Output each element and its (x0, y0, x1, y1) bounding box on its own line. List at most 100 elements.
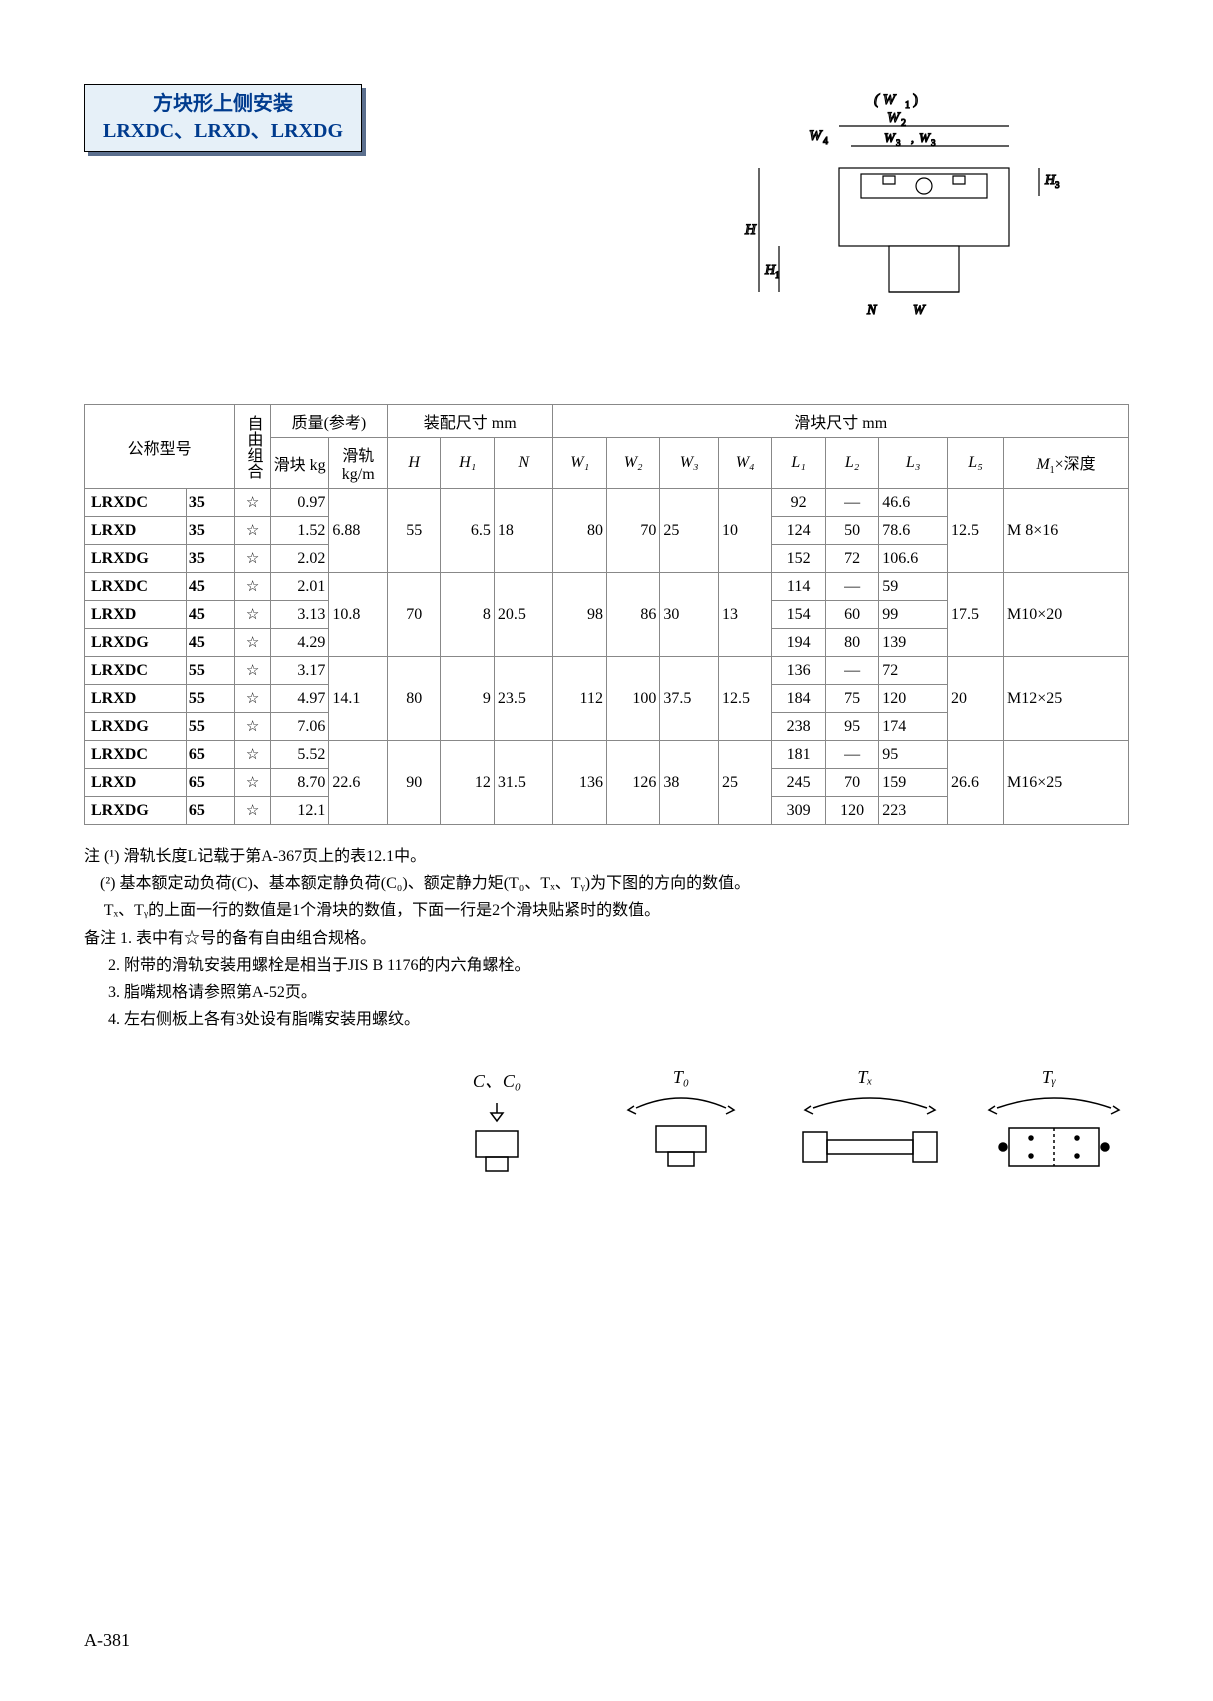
cell-L3: 72 (879, 657, 948, 685)
cell-block: 4.97 (270, 685, 329, 713)
cell-rail: 6.88 (329, 489, 388, 573)
svg-text:( W: ( W (874, 92, 897, 108)
cell-L1: 136 (772, 657, 825, 685)
cell-H1: 12 (441, 741, 494, 825)
cell-L1: 194 (772, 629, 825, 657)
ty-icon (979, 1092, 1129, 1172)
note-line: 2. 附带的滑轨安装用螺栓是相当于JIS B 1176的内六角螺栓。 (84, 952, 1129, 979)
cell-star: ☆ (235, 573, 271, 601)
cell-W3: 38 (660, 741, 719, 825)
cell-L2: 80 (825, 629, 878, 657)
tx-icon (795, 1092, 945, 1172)
cell-star: ☆ (235, 741, 271, 769)
cell-W4: 10 (718, 489, 771, 573)
cell-L2: — (825, 657, 878, 685)
cell-N: 23.5 (494, 657, 553, 741)
cell-H: 55 (387, 489, 440, 573)
title-line-1: 方块形上侧安装 (103, 91, 343, 118)
th-L2: L₂ (825, 438, 878, 489)
cell-L1: 114 (772, 573, 825, 601)
note-line: 4. 左右侧板上各有3处设有脂嘴安装用螺纹。 (84, 1006, 1129, 1033)
cell-L3: 59 (879, 573, 948, 601)
cell-size: 35 (186, 517, 234, 545)
cell-size: 65 (186, 741, 234, 769)
cell-block: 2.02 (270, 545, 329, 573)
cell-L5: 17.5 (948, 573, 1004, 657)
c-c0-icon (462, 1097, 532, 1177)
th-H1: H₁ (441, 438, 494, 489)
cell-block: 8.70 (270, 769, 329, 797)
footer-diagrams: C、C₀ T₀ Tₓ Tᵧ (84, 1067, 1129, 1182)
cell-model: LRXDG (85, 545, 187, 573)
cell-L2: — (825, 741, 878, 769)
table-row: LRXDC45☆2.0110.870820.598863013114—5917.… (85, 573, 1129, 601)
cell-size: 55 (186, 685, 234, 713)
th-L5: L₅ (948, 438, 1004, 489)
note-line: (²) 基本额定动负荷(C)、基本额定静负荷(C₀)、额定静力矩(T₀、Tₓ、T… (84, 870, 1129, 897)
cell-size: 35 (186, 489, 234, 517)
svg-text:,: , (911, 131, 914, 145)
cell-L3: 46.6 (879, 489, 948, 517)
cell-M1: M10×20 (1004, 573, 1129, 657)
th-L3: L₃ (879, 438, 948, 489)
svg-text:3: 3 (896, 138, 901, 148)
th-mass: 质量(参考) (270, 405, 387, 438)
title-box: 方块形上侧安装 LRXDC、LRXD、LRXDG (84, 84, 362, 152)
cell-L5: 20 (948, 657, 1004, 741)
cell-block: 12.1 (270, 797, 329, 825)
th-rail: 滑轨 kg/m (329, 438, 388, 489)
th-M1: M1×深度 (1004, 438, 1129, 489)
cell-L3: 223 (879, 797, 948, 825)
cell-L1: 152 (772, 545, 825, 573)
cell-size: 55 (186, 713, 234, 741)
cell-model: LRXDG (85, 629, 187, 657)
svg-text:W: W (884, 130, 896, 145)
cell-model: LRXDG (85, 797, 187, 825)
cell-L1: 238 (772, 713, 825, 741)
cross-section-diagram: ( W1) W2 W3 , W3 W4 H H1 H3 N (709, 84, 1129, 324)
cell-model: LRXDG (85, 713, 187, 741)
cell-W1: 80 (553, 489, 606, 573)
cell-W4: 12.5 (718, 657, 771, 741)
cell-W3: 25 (660, 489, 719, 573)
svg-text:W: W (919, 130, 931, 145)
cell-star: ☆ (235, 685, 271, 713)
cell-model: LRXDC (85, 573, 187, 601)
cell-L2: 75 (825, 685, 878, 713)
cell-L2: — (825, 489, 878, 517)
cell-L1: 154 (772, 601, 825, 629)
th-block: 滑块 kg (270, 438, 329, 489)
cell-H: 70 (387, 573, 440, 657)
cell-block: 5.52 (270, 741, 329, 769)
cell-star: ☆ (235, 489, 271, 517)
table-row: LRXDC55☆3.1714.180923.511210037.512.5136… (85, 657, 1129, 685)
fd-label-2: Tₓ (795, 1067, 935, 1088)
cell-H: 80 (387, 657, 440, 741)
cell-star: ☆ (235, 769, 271, 797)
svg-text:W: W (887, 110, 901, 126)
svg-text:W: W (809, 128, 823, 144)
cell-W3: 30 (660, 573, 719, 657)
fd-label-0: C、C₀ (427, 1067, 567, 1093)
table-row: LRXDC35☆0.976.88556.5188070251092—46.612… (85, 489, 1129, 517)
cell-size: 45 (186, 601, 234, 629)
svg-text:4: 4 (823, 136, 828, 147)
cell-size: 65 (186, 769, 234, 797)
th-H: H (387, 438, 440, 489)
cell-L1: 181 (772, 741, 825, 769)
note-line: 3. 脂嘴规格请参照第A-52页。 (84, 979, 1129, 1006)
cell-W2: 86 (606, 573, 659, 657)
cell-H1: 6.5 (441, 489, 494, 573)
cell-W2: 70 (606, 489, 659, 573)
cell-L1: 309 (772, 797, 825, 825)
cell-L2: 95 (825, 713, 878, 741)
cell-block: 3.13 (270, 601, 329, 629)
cell-L3: 95 (879, 741, 948, 769)
note-line: Tₓ、Tᵧ的上面一行的数值是1个滑块的数值，下面一行是2个滑块贴紧时的数值。 (84, 897, 1129, 924)
cell-L3: 139 (879, 629, 948, 657)
cell-W1: 98 (553, 573, 606, 657)
cell-block: 3.17 (270, 657, 329, 685)
th-freecombo: 自由组合 (235, 405, 271, 489)
cell-W4: 13 (718, 573, 771, 657)
cell-L3: 174 (879, 713, 948, 741)
